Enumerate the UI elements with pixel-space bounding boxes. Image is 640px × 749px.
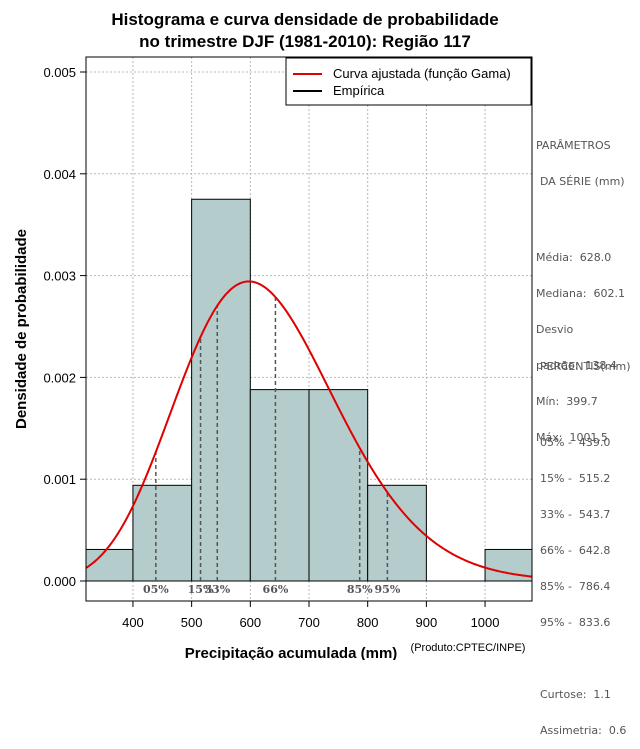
- percentis-spacer: [540, 397, 631, 413]
- x-tick-label: 600: [239, 615, 261, 630]
- x-tick-label: 400: [122, 615, 144, 630]
- param-desvio-line-1: Desvio: [536, 323, 574, 336]
- product-credit: (Produto:CPTEC/INPE): [411, 642, 526, 654]
- y-tick-label: 0.000: [43, 574, 76, 589]
- param-mediana: Mediana: 602.1: [536, 287, 625, 300]
- legend-box: [285, 57, 532, 106]
- x-tick-label: 700: [298, 615, 320, 630]
- param-media: Média: 628.0: [536, 251, 612, 264]
- histogram-bar: [249, 389, 310, 582]
- percentile-marker-label: 15%: [188, 583, 214, 596]
- y-tick-label: 0.001: [43, 472, 76, 487]
- percentil-row: 66% - 642.8: [540, 544, 611, 557]
- percentil-row: 95% - 833.6: [540, 616, 611, 629]
- percentis-title: PERCENTIS(mm): [540, 360, 631, 373]
- y-axis-label: Densidade de probabilidade: [13, 229, 30, 429]
- histogram-bar: [191, 198, 251, 582]
- percentiles-panel: PERCENTIS(mm) 05% - 439.0 15% - 515.2 33…: [540, 337, 631, 749]
- legend-label-fit: Curva ajustada (função Gama): [333, 66, 511, 81]
- x-tick-label: 500: [181, 615, 203, 630]
- x-tick-label: 900: [416, 615, 438, 630]
- x-tick-label: 800: [357, 615, 379, 630]
- y-tick-label: 0.005: [43, 65, 76, 80]
- percentil-row: 85% - 786.4: [540, 580, 611, 593]
- histogram-bar: [308, 389, 369, 582]
- params-spacer: [536, 212, 625, 228]
- params-subtitle: DA SÉRIE (mm): [540, 175, 625, 188]
- y-tick-label: 0.004: [43, 167, 76, 182]
- histogram-chart: Histograma e curva densidade de probabil…: [13, 10, 533, 660]
- percentis-spacer-2: [540, 653, 631, 665]
- x-tick-label: 1000: [471, 615, 500, 630]
- histogram-bar: [367, 484, 427, 582]
- gamma-fit-curve: [85, 280, 533, 578]
- histogram-bar: [132, 484, 193, 582]
- stat-assimetria: Assimetria: 0.6: [540, 724, 627, 737]
- params-title: PARÂMETROS: [536, 139, 611, 152]
- percentil-row: 33% - 543.7: [540, 508, 611, 521]
- percentile-marker-label: 33%: [204, 583, 230, 596]
- param-desvio-line-2: padrão: 138.4: [536, 359, 617, 372]
- legend: Curva ajustada (função Gama) Empírica: [285, 57, 532, 106]
- percentil-row: 05% - 439.0: [540, 436, 611, 449]
- percentil-row: 15% - 515.2: [540, 472, 611, 485]
- percentile-marker-label: 66%: [263, 583, 289, 596]
- percentile-marker-label: 95%: [375, 583, 401, 596]
- histogram-bar: [85, 548, 134, 582]
- legend-label-empirical: Empírica: [333, 83, 385, 98]
- percentile-marker-label: 05%: [143, 583, 169, 596]
- chart-title-line-2: no trimestre DJF (1981-2010): Região 117: [139, 32, 471, 51]
- y-tick-label: 0.003: [43, 269, 76, 284]
- x-axis-label: Precipitação acumulada (mm): [185, 645, 398, 660]
- chart-title-line-1: Histograma e curva densidade de probabil…: [111, 10, 498, 29]
- param-max: Máx: 1001.5: [536, 431, 608, 444]
- stat-curtose: Curtose: 1.1: [540, 688, 611, 701]
- percentile-marker-label: 85%: [347, 583, 373, 596]
- y-tick-label: 0.002: [43, 370, 76, 385]
- series-parameters-panel: PARÂMETROS DA SÉRIE (mm) Média: 628.0 Me…: [536, 116, 625, 456]
- param-min: Mín: 399.7: [536, 395, 598, 408]
